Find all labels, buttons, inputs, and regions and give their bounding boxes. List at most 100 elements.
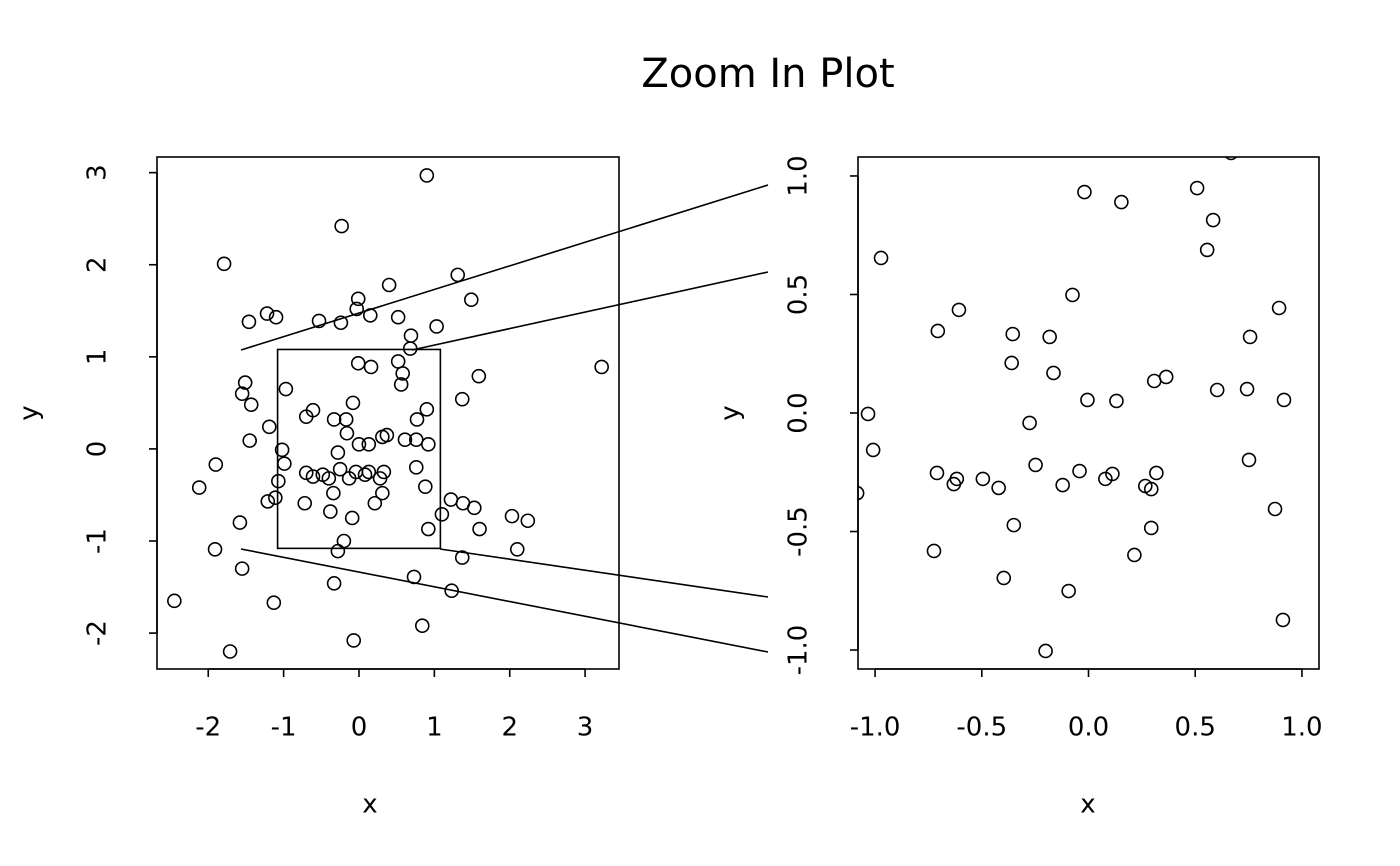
point (860, 406, 876, 422)
y-tick-label: 0.5 (784, 274, 814, 315)
point (357, 467, 373, 482)
point (363, 359, 379, 375)
point (1224, 157, 1238, 161)
point (1127, 547, 1142, 563)
point (1077, 184, 1092, 200)
point (520, 513, 536, 529)
point (237, 375, 253, 390)
point (333, 315, 349, 331)
point (594, 359, 609, 375)
point (393, 377, 409, 392)
point (1149, 465, 1164, 481)
point (367, 495, 383, 511)
point (305, 469, 321, 484)
x-axis-title: x (1080, 790, 1095, 820)
point (454, 391, 470, 407)
point (1072, 463, 1087, 479)
point (260, 494, 276, 509)
point (865, 442, 881, 458)
point (421, 521, 436, 537)
point (390, 354, 406, 369)
point (1143, 520, 1159, 536)
point (376, 464, 392, 480)
point (344, 510, 360, 526)
point (1189, 180, 1205, 196)
point (406, 569, 422, 585)
point (259, 306, 275, 321)
x-tick-label: 1.0 (1281, 713, 1322, 743)
y-tick-label: 3 (83, 164, 113, 181)
point (419, 168, 435, 183)
point (1158, 369, 1174, 385)
x-tick-label: 0.5 (1175, 713, 1216, 743)
point (390, 309, 406, 325)
point (298, 465, 314, 481)
point (1271, 300, 1287, 316)
points (167, 168, 609, 659)
point (1042, 329, 1057, 345)
point (311, 313, 327, 329)
point (208, 457, 224, 472)
point (421, 437, 436, 452)
point (1038, 643, 1053, 659)
point (350, 291, 366, 307)
point (1205, 212, 1221, 228)
y-tick-label: -0.5 (784, 506, 814, 557)
point (1239, 381, 1255, 397)
x-tick-label: 2 (501, 713, 518, 743)
plot-frame (857, 156, 1320, 670)
point (222, 644, 238, 659)
point (409, 412, 425, 427)
x-axis-title: x (362, 790, 377, 820)
point (1114, 194, 1129, 210)
x-tick-label: -2 (195, 713, 221, 743)
point (1080, 392, 1095, 408)
point (167, 593, 182, 609)
point (241, 314, 257, 330)
point (339, 425, 355, 441)
point (274, 442, 290, 458)
connector-line (240, 548, 769, 653)
point (191, 480, 207, 495)
chart-title: Zoom In Plot (641, 51, 894, 97)
point (266, 595, 282, 610)
y-axis-title: y (15, 405, 45, 420)
point (1146, 373, 1162, 389)
point (1109, 393, 1124, 409)
point (509, 541, 525, 557)
point (350, 355, 366, 371)
point (858, 485, 865, 501)
y-axis-title: y (716, 405, 746, 420)
point (338, 412, 354, 427)
point (1105, 466, 1120, 482)
x-tick-label: 1 (426, 713, 443, 743)
y-tick-label: 1.0 (784, 155, 814, 196)
point (216, 256, 232, 272)
point (463, 292, 479, 308)
point (1143, 481, 1159, 497)
connector-line (439, 548, 769, 598)
x-tick-label: 0.0 (1068, 713, 1109, 743)
point (207, 541, 223, 557)
plot-frame (156, 156, 620, 670)
point (930, 323, 946, 339)
y-tick-label: 1 (83, 349, 113, 366)
point (326, 485, 341, 501)
point (975, 471, 991, 487)
points (858, 157, 1292, 659)
y-tick-label: -1.0 (784, 625, 814, 676)
point (268, 309, 284, 325)
point (444, 583, 459, 599)
x-tick-label: 0 (351, 713, 368, 743)
point (466, 500, 482, 516)
point (268, 490, 283, 506)
point (418, 479, 433, 494)
point (414, 618, 430, 634)
point (326, 412, 342, 427)
point (929, 465, 945, 481)
x-tick-label: 3 (577, 713, 594, 743)
y-tick-label: -2 (83, 620, 113, 646)
point (1006, 517, 1022, 533)
point (361, 437, 377, 452)
point (346, 633, 362, 648)
